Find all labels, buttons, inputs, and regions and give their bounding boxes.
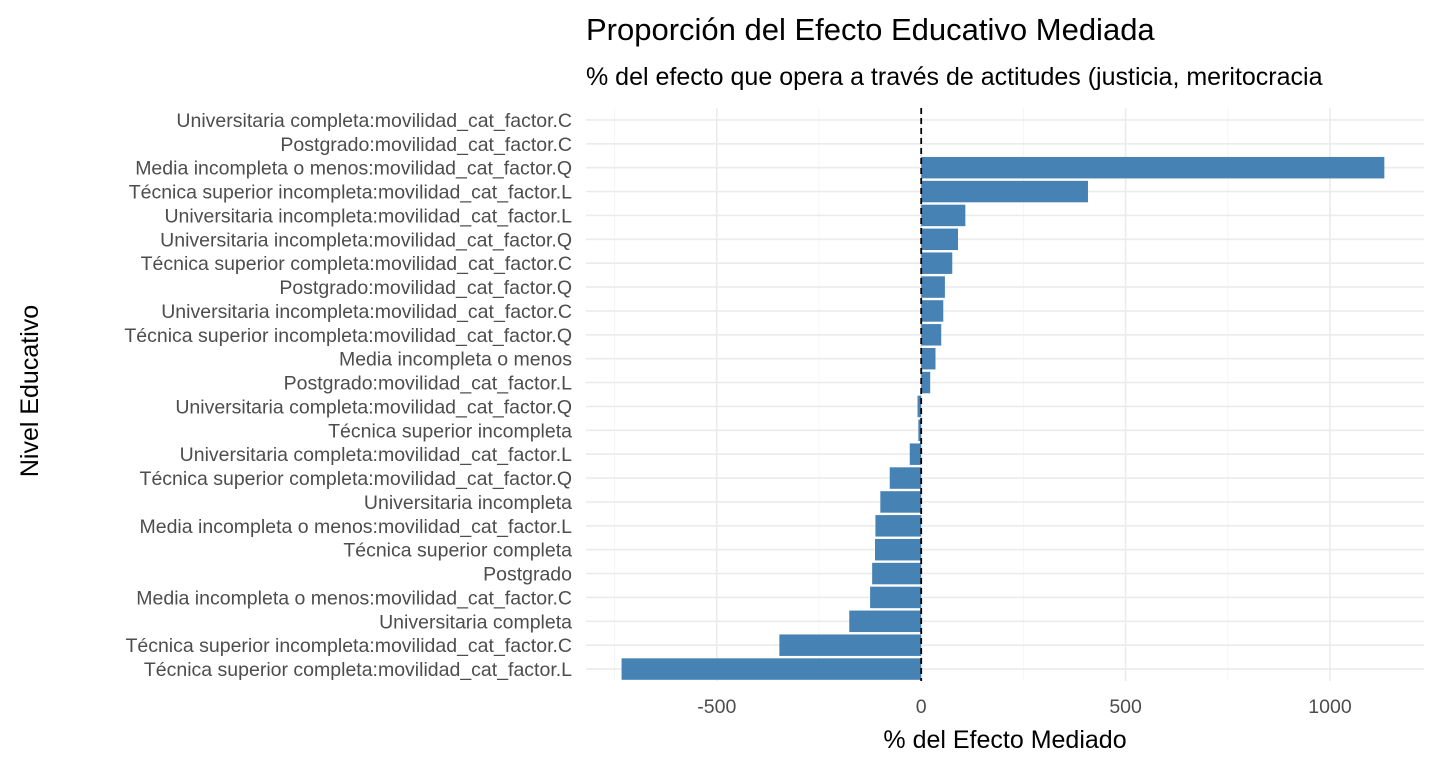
x-tick-label: 1000 xyxy=(1308,696,1352,718)
bar xyxy=(872,562,922,585)
category-label: Media incompleta o menos:movilidad_cat_f… xyxy=(135,158,572,180)
y-axis-title: Nivel Educativo xyxy=(16,305,44,477)
bar xyxy=(779,634,922,656)
bar xyxy=(921,156,1385,179)
category-label: Técnica superior completa:movilidad_cat_… xyxy=(144,659,572,681)
bar xyxy=(875,515,922,537)
category-label: Media incompleta o menos xyxy=(339,349,572,371)
bars xyxy=(621,156,1385,680)
category-label: Universitaria incompleta:movilidad_cat_f… xyxy=(164,205,572,227)
bar xyxy=(889,467,922,489)
bar xyxy=(921,252,953,274)
category-label: Técnica superior incompleta xyxy=(328,420,572,442)
bar xyxy=(921,300,944,322)
bar xyxy=(921,371,931,394)
chart-title: Proporción del Efecto Educativo Mediada xyxy=(586,12,1155,47)
category-label: Postgrado:movilidad_cat_factor.L xyxy=(284,373,572,395)
category-label: Universitaria completa:movilidad_cat_fac… xyxy=(180,444,573,466)
bar xyxy=(921,180,1088,203)
bar xyxy=(921,204,966,227)
bar xyxy=(849,610,922,633)
category-labels: Universitaria completa:movilidad_cat_fac… xyxy=(124,110,572,681)
category-label: Técnica superior completa:movilidad_cat_… xyxy=(140,468,572,490)
category-label: Técnica superior completa xyxy=(343,540,572,562)
bar xyxy=(921,324,942,346)
category-label: Media incompleta o menos:movilidad_cat_f… xyxy=(140,516,573,538)
category-label: Postgrado:movilidad_cat_factor.Q xyxy=(279,277,572,299)
bar xyxy=(875,538,922,561)
category-label: Universitaria incompleta:movilidad_cat_f… xyxy=(160,229,572,251)
bar xyxy=(621,658,922,680)
bar xyxy=(909,443,922,465)
category-label: Postgrado xyxy=(483,564,572,586)
bar xyxy=(917,395,922,418)
category-label: Técnica superior completa:movilidad_cat_… xyxy=(141,253,572,275)
x-tick-label: -500 xyxy=(697,696,736,718)
category-label: Universitaria incompleta xyxy=(364,492,572,514)
bar xyxy=(870,586,922,609)
category-label: Media incompleta o menos:movilidad_cat_f… xyxy=(136,587,572,609)
bar xyxy=(921,276,945,298)
category-label: Técnica superior incompleta:movilidad_ca… xyxy=(129,182,572,204)
chart-subtitle: % del efecto que opera a través de actit… xyxy=(586,63,1323,91)
bar xyxy=(921,228,958,251)
category-label: Universitaria completa xyxy=(379,611,572,633)
x-axis-title: % del Efecto Mediado xyxy=(883,726,1126,754)
category-label: Universitaria incompleta:movilidad_cat_f… xyxy=(161,301,572,323)
category-label: Técnica superior incompleta:movilidad_ca… xyxy=(124,325,572,347)
x-tick-label: 500 xyxy=(1109,696,1142,718)
bar xyxy=(918,419,922,442)
bar xyxy=(921,347,936,370)
bar xyxy=(880,491,922,513)
category-label: Universitaria completa:movilidad_cat_fac… xyxy=(175,396,572,418)
category-label: Universitaria completa:movilidad_cat_fac… xyxy=(176,110,572,132)
x-tick-label: 0 xyxy=(916,696,927,718)
category-label: Postgrado:movilidad_cat_factor.C xyxy=(280,134,572,156)
x-tick-labels: -500 0 500 1000 xyxy=(697,696,1352,718)
category-label: Técnica superior incompleta:movilidad_ca… xyxy=(125,635,572,657)
